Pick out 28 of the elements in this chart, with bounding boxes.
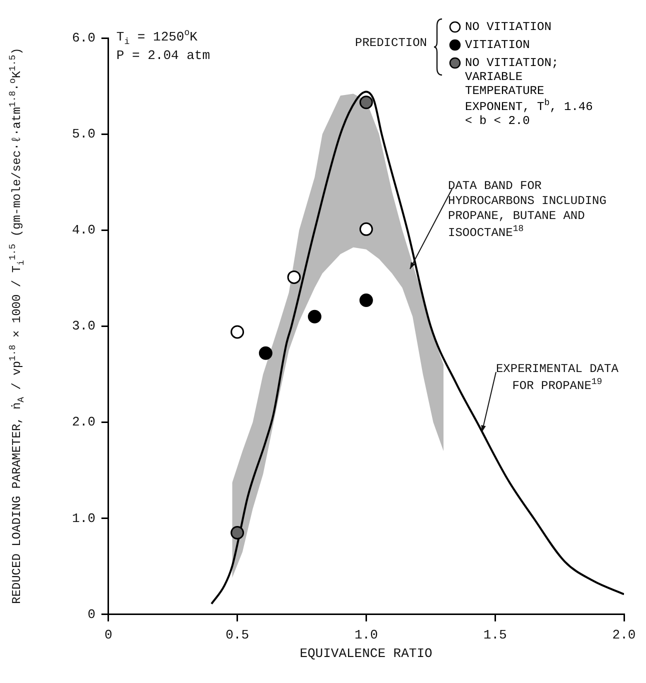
legend-label: NO VITIATION [465, 20, 552, 34]
point [258, 346, 272, 360]
point [287, 270, 301, 284]
annotation: DATA BAND FOR HYDROCARBONS INCLUDING PROPANE, BUTANE AND ISOOCTANE$^{18}$ [448, 178, 608, 241]
x-axis-title: EQUIVALENCE RATIO [300, 646, 432, 663]
x-tick-label: 2.0 [612, 628, 636, 643]
y-tick-label: 0 [88, 606, 96, 622]
y-tick-label: 3.0 [72, 318, 96, 334]
x-tick-label: 1.0 [354, 628, 378, 643]
text: NO VITIATION; VARIABLE TEMPERATURE EXPONENT, T$^{b}$, 1.46 < b < 2.0 [465, 56, 593, 128]
y-tick-label: 4.0 [72, 222, 96, 238]
y-tick-label: 5.0 [72, 126, 96, 142]
point [359, 294, 373, 308]
legend-label: VITIATION [465, 38, 531, 52]
x-tick-label: 0 [104, 628, 112, 643]
point [359, 96, 373, 110]
y-tick-label: 1.0 [72, 510, 96, 526]
y-tick-label: 2.0 [72, 414, 96, 430]
point [359, 222, 373, 236]
legend-title: PREDICTION [355, 36, 428, 51]
x-tick-label: 0.5 [226, 628, 250, 643]
annotation: T$_{i}$ = 1250$^{o}$K [116, 28, 198, 48]
annotation: P = 2.04 atm [116, 48, 210, 64]
x-tick-label: 1.5 [483, 628, 507, 643]
point [308, 310, 322, 324]
annotation: EXPERIMENTAL DATA FOR PROPANE$^{19}$ [494, 362, 620, 394]
y-tick-label: 6.0 [72, 30, 96, 46]
point [230, 526, 244, 540]
